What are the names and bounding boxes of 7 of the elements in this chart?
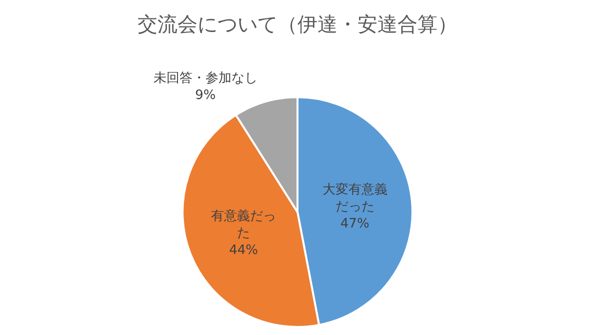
data-label: 44%	[229, 242, 258, 258]
slice-label: 未回答・参加なし	[153, 70, 258, 86]
chart-title: 交流会について（伊達・安達合算）	[138, 12, 458, 36]
slice-label: 有意義だった	[211, 208, 276, 241]
data-label: 9%	[195, 88, 216, 103]
slice-label: 大変有意義だった	[322, 182, 388, 215]
data-label: 47%	[340, 216, 370, 232]
